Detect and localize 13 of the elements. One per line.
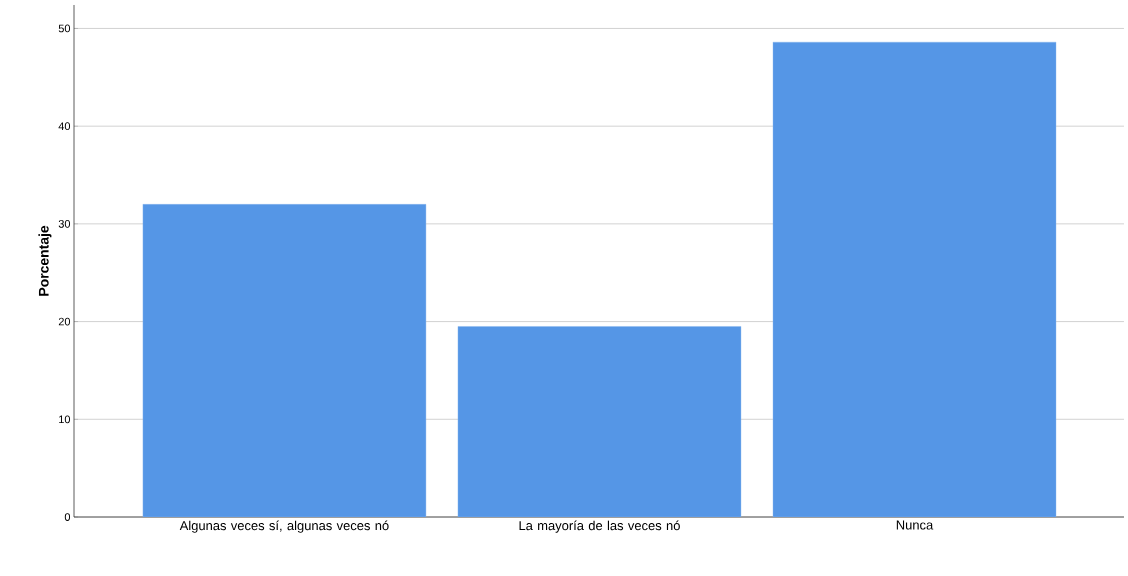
y-tick-label: 20 [58,317,71,326]
y-axis-title: Porcentaje [38,225,52,296]
y-tick-label: 10 [59,415,71,424]
bar [457,326,742,517]
x-tick-label: Algunas veces sí, algunas veces nó [179,520,389,533]
bar [772,41,1057,517]
y-tick-label: 30 [58,220,71,228]
x-tick-label: La mayoría de las veces nó [519,520,680,533]
bar [142,204,427,517]
y-tick-label: 0 [64,513,71,521]
x-tick-label: Nunca [896,520,934,530]
y-tick-label: 50 [58,24,71,33]
y-tick-label: 40 [58,122,71,131]
